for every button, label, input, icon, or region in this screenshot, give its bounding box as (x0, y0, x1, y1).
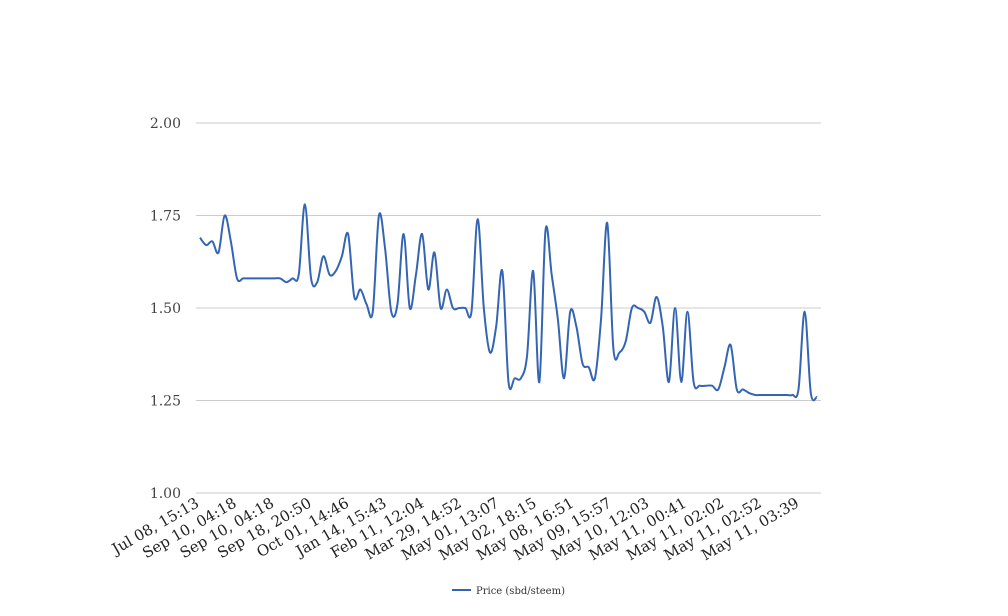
y-tick-label: 2.00 (150, 116, 181, 132)
gridlines (196, 122, 821, 494)
series-line-price (199, 203, 818, 402)
legend-label-price: Price (sbd/steem) (476, 586, 565, 597)
series-lines (199, 203, 818, 402)
y-tick-label: 1.00 (150, 486, 181, 502)
y-tick-label: 1.25 (150, 394, 181, 410)
y-tick-label: 1.50 (150, 301, 181, 317)
y-axis-tick-labels: 1.00 1.25 1.50 1.75 2.00 (150, 116, 181, 502)
y-tick-label: 1.75 (150, 209, 181, 225)
legend: Price (sbd/steem) (452, 586, 565, 597)
